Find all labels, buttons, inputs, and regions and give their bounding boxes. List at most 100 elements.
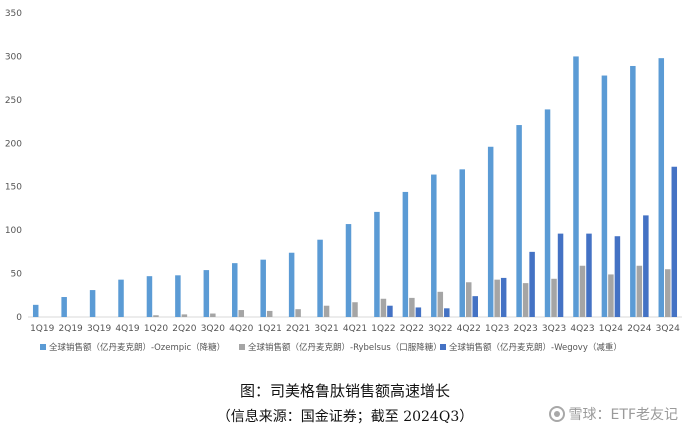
bar-series-2 <box>181 314 188 317</box>
watermark: 雪球：ETF老友记 <box>548 404 678 424</box>
bar-series-1 <box>374 211 380 317</box>
x-tick-label: 1Q24 <box>599 324 624 334</box>
bar-series-1 <box>317 239 323 317</box>
bar-series-1 <box>516 125 522 317</box>
bar-series-2 <box>153 315 159 317</box>
bar-series-1 <box>601 75 608 317</box>
bars-group <box>32 56 678 318</box>
bar-series-3 <box>415 307 422 317</box>
x-tick-label: 1Q21 <box>258 324 282 334</box>
bar-series-1 <box>118 279 124 317</box>
bar-series-1 <box>658 58 665 318</box>
bar-series-1 <box>459 169 465 317</box>
x-tick-label: 4Q22 <box>457 324 481 334</box>
bar-series-2 <box>266 310 273 317</box>
x-tick-label: 1Q23 <box>485 324 509 334</box>
legend-label-3: 全球销售额（亿丹麦克朗）-Wegovy（减重） <box>449 342 622 353</box>
bar-series-1 <box>630 65 636 317</box>
x-tick-label: 2Q23 <box>513 324 537 334</box>
x-tick-label: 3Q19 <box>87 324 112 334</box>
y-tick-label: 150 <box>5 183 22 193</box>
x-tick-label: 3Q22 <box>428 324 452 334</box>
caption-title: 图：司美格鲁肽销售额高速增长 <box>239 382 450 400</box>
y-tick-label: 250 <box>5 96 22 106</box>
bar-series-1 <box>260 259 266 317</box>
x-tick-label: 3Q21 <box>314 324 338 334</box>
bar-series-1 <box>61 297 67 317</box>
bar-series-2 <box>494 279 500 317</box>
bar-series-1 <box>402 191 409 317</box>
legend-swatch-3 <box>440 344 446 350</box>
bar-series-1 <box>487 146 494 317</box>
bar-series-2 <box>551 278 557 317</box>
bar-series-1 <box>146 276 153 317</box>
bar-series-2 <box>522 283 529 317</box>
x-tick-label: 3Q24 <box>656 324 681 334</box>
bar-series-1 <box>573 56 579 318</box>
x-tick-label: 4Q20 <box>229 324 254 334</box>
legend-swatch-1 <box>40 344 46 350</box>
x-tick-label: 4Q23 <box>570 324 594 334</box>
bar-series-3 <box>472 296 478 317</box>
x-tick-label: 1Q22 <box>371 324 395 334</box>
legend: 全球销售额（亿丹麦克朗）-Ozempic（降糖） 全球销售额（亿丹麦克朗）-Ryb… <box>40 342 622 353</box>
x-tick-label: 1Q20 <box>144 324 169 334</box>
bar-series-2 <box>437 291 444 317</box>
bar-series-1 <box>32 304 39 317</box>
bar-series-2 <box>608 274 614 317</box>
bar-series-3 <box>387 305 393 317</box>
bar-series-3 <box>529 251 535 317</box>
x-tick-label: 2Q24 <box>627 324 652 334</box>
x-tick-label: 2Q20 <box>172 324 197 334</box>
x-tick-label: 4Q21 <box>343 324 367 334</box>
bar-series-1 <box>544 109 551 317</box>
y-tick-label: 200 <box>5 139 22 149</box>
bar-series-2 <box>210 313 216 317</box>
bar-series-3 <box>586 233 592 317</box>
x-tick-label: 3Q23 <box>542 324 566 334</box>
bar-series-3 <box>444 308 450 317</box>
bar-series-2 <box>295 309 301 317</box>
y-tick-label: 100 <box>5 226 22 236</box>
bar-series-1 <box>345 224 352 317</box>
bar-series-1 <box>431 174 437 317</box>
legend-swatch-2 <box>239 344 245 350</box>
bar-series-2 <box>380 298 387 317</box>
legend-label-2: 全球销售额（亿丹麦克朗）-Rybelsus（口服降糖） <box>248 342 442 353</box>
bar-series-2 <box>636 265 643 317</box>
y-tick-label: 350 <box>5 9 22 19</box>
y-tick-label: 300 <box>5 52 22 62</box>
y-tick-label: 50 <box>11 270 23 280</box>
bar-series-1 <box>232 263 238 317</box>
bar-series-1 <box>175 275 181 317</box>
bar-series-2 <box>665 269 671 317</box>
x-tick-label: 2Q22 <box>400 324 424 334</box>
snowball-logo-icon <box>548 406 565 422</box>
x-axis-ticks: 1Q19 2Q19 3Q19 4Q19 1Q20 2Q20 3Q20 4Q20 1Q21 2Q21… <box>30 324 680 334</box>
bar-series-3 <box>643 215 649 317</box>
y-tick-label: 0 <box>16 313 22 323</box>
bar-series-1 <box>203 270 210 317</box>
bar-series-2 <box>579 265 586 317</box>
bar-series-3 <box>614 236 621 317</box>
bar-series-2 <box>352 302 358 317</box>
x-tick-label: 3Q20 <box>201 324 226 334</box>
caption-source: （信息来源：国金证券；截至 2024Q3） <box>216 409 474 425</box>
bar-series-2 <box>323 305 330 317</box>
x-tick-label: 1Q19 <box>30 324 55 334</box>
bar-series-2 <box>238 310 245 317</box>
x-tick-label: 4Q19 <box>115 324 140 334</box>
x-tick-label: 2Q19 <box>59 324 84 334</box>
bar-series-2 <box>465 282 472 317</box>
bar-series-1 <box>89 290 96 317</box>
legend-label-1: 全球销售额（亿丹麦克朗）-Ozempic（降糖） <box>49 342 225 353</box>
watermark-text: 雪球：ETF老友记 <box>568 407 678 423</box>
x-tick-label: 2Q21 <box>286 324 310 334</box>
y-axis-ticks: 0 50 100 150 200 250 300 350 <box>5 9 22 323</box>
bar-series-2 <box>409 297 415 317</box>
bar-series-3 <box>500 277 507 317</box>
bar-series-3 <box>557 233 564 317</box>
bar-series-3 <box>671 166 678 317</box>
bar-series-1 <box>288 252 295 317</box>
